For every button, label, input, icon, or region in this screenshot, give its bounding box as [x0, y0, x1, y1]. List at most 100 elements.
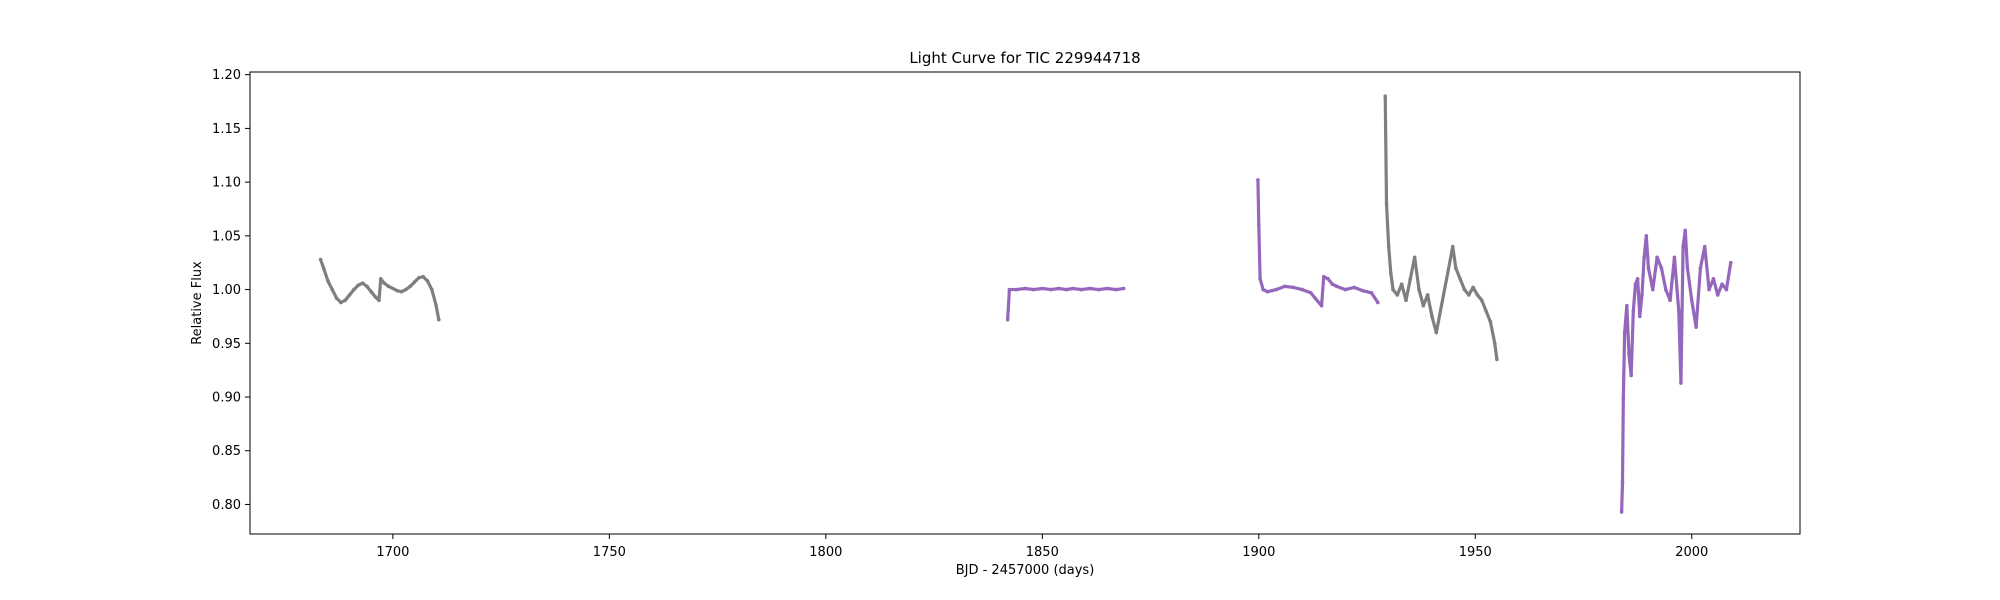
- flux-data-point: [326, 279, 330, 283]
- flux-data-point: [1479, 298, 1484, 303]
- y-tick-label: 1.00: [212, 283, 241, 298]
- flux-data-point: [1633, 282, 1638, 287]
- flux-data-point: [1707, 287, 1711, 292]
- x-axis-label: BJD - 2457000 (days): [956, 563, 1095, 578]
- flux-data-point: [1023, 286, 1027, 291]
- flux-data-point: [352, 287, 356, 292]
- flux-trace-purple: [1256, 178, 1380, 308]
- flux-data-point: [1672, 255, 1677, 260]
- flux-data-point: [408, 284, 413, 289]
- flux-data-point: [1417, 287, 1421, 292]
- flux-data-point: [1462, 287, 1467, 292]
- y-tick-label: 0.90: [212, 391, 241, 406]
- flux-data-point: [1492, 341, 1497, 346]
- flux-data-point: [1638, 314, 1642, 319]
- flux-data-point: [1466, 293, 1471, 297]
- flux-data-point: [404, 287, 408, 292]
- flux-data-point: [1702, 244, 1707, 249]
- flux-data-point: [1635, 277, 1640, 281]
- flux-data-point: [1724, 287, 1729, 292]
- x-tick-label: 2000: [1675, 545, 1708, 560]
- flux-data-point: [1014, 287, 1019, 292]
- y-axis-ticks: 0.80 0.85 0.90 0.95 1.00 1.05 1.10 1.15 1.20: [212, 68, 250, 513]
- flux-data-point: [1121, 286, 1126, 291]
- flux-data-point: [1040, 286, 1045, 291]
- flux-data-point: [1484, 309, 1488, 313]
- flux-data-point: [1395, 293, 1400, 297]
- flux-data-point: [1495, 357, 1499, 362]
- flux-data-point: [1399, 282, 1404, 287]
- flux-data-point: [1698, 266, 1703, 270]
- flux-data-point: [1079, 287, 1084, 292]
- flux-data-point: [1663, 287, 1668, 292]
- flux-data-point: [369, 289, 374, 294]
- flux-data-point: [1679, 381, 1683, 385]
- flux-data-point: [356, 283, 361, 288]
- flux-data-point: [1384, 201, 1389, 206]
- flux-data-point: [1319, 303, 1324, 308]
- flux-data-point: [377, 298, 381, 303]
- y-tick-label: 1.05: [212, 229, 241, 244]
- flux-data-point: [1728, 260, 1733, 265]
- flux-data-point: [347, 293, 352, 297]
- flux-data-point: [1683, 228, 1688, 233]
- flux-data-point: [1369, 290, 1374, 295]
- flux-data-point: [1475, 293, 1480, 297]
- y-tick-label: 1.10: [212, 176, 241, 191]
- flux-data-point: [1308, 290, 1313, 295]
- y-tick-label: 0.80: [212, 498, 241, 513]
- flux-data-point: [378, 277, 383, 281]
- x-tick-label: 1700: [376, 545, 409, 560]
- flux-data-point: [1642, 255, 1646, 260]
- flux-data-point: [1005, 317, 1010, 322]
- flux-data-point: [334, 296, 339, 300]
- flux-data-point: [1650, 287, 1655, 292]
- flux-data-point: [1088, 286, 1092, 291]
- flux-data-point: [1676, 309, 1681, 313]
- flux-data-point: [1070, 286, 1075, 291]
- flux-data-point: [436, 317, 441, 322]
- flux-data-point: [1625, 303, 1629, 308]
- flux-data-point: [1454, 266, 1458, 270]
- flux-data-point: [1256, 178, 1260, 182]
- x-tick-label: 1800: [809, 545, 842, 560]
- flux-data-point: [1326, 277, 1330, 281]
- flux-data-point: [1715, 293, 1720, 297]
- flux-data-point: [1458, 277, 1462, 281]
- flux-data-point: [382, 281, 387, 285]
- flux-data-point: [1334, 284, 1339, 289]
- flux-data-point: [1269, 288, 1274, 293]
- flux-data-point: [399, 289, 404, 294]
- flux-data-point: [1430, 314, 1434, 319]
- flux-data-point: [1313, 296, 1317, 300]
- flux-data-point: [1291, 285, 1296, 290]
- flux-data-point: [1064, 287, 1069, 292]
- flux-trace-gray: [318, 257, 441, 322]
- y-axis-label: Relative Flux: [190, 261, 205, 345]
- x-tick-label: 1900: [1242, 545, 1275, 560]
- flux-data-point: [1631, 309, 1636, 313]
- flux-data-point: [1352, 285, 1356, 290]
- flux-data-point: [1640, 293, 1644, 297]
- flux-data-point: [1389, 271, 1393, 276]
- flux-data-point: [1646, 266, 1651, 270]
- flux-data-point: [412, 280, 417, 284]
- flux-data-point: [1694, 325, 1698, 329]
- flux-data-point: [365, 284, 369, 289]
- flux-data-point: [395, 288, 400, 293]
- flux-data-point: [1720, 282, 1724, 287]
- flux-data-point: [1343, 287, 1348, 292]
- flux-data-point: [1114, 287, 1118, 292]
- x-tick-label: 1850: [1026, 545, 1059, 560]
- flux-data-point: [1258, 277, 1262, 281]
- flux-data-point: [434, 303, 438, 308]
- flux-data-point: [360, 281, 365, 285]
- flux-data-point: [1619, 510, 1624, 514]
- flux-data-point: [1360, 288, 1365, 293]
- flux-data-point: [417, 275, 421, 280]
- flux-data-point: [1056, 286, 1061, 291]
- y-tick-label: 1.20: [212, 68, 241, 83]
- flux-data-point: [343, 298, 348, 303]
- flux-data-point: [1007, 287, 1012, 292]
